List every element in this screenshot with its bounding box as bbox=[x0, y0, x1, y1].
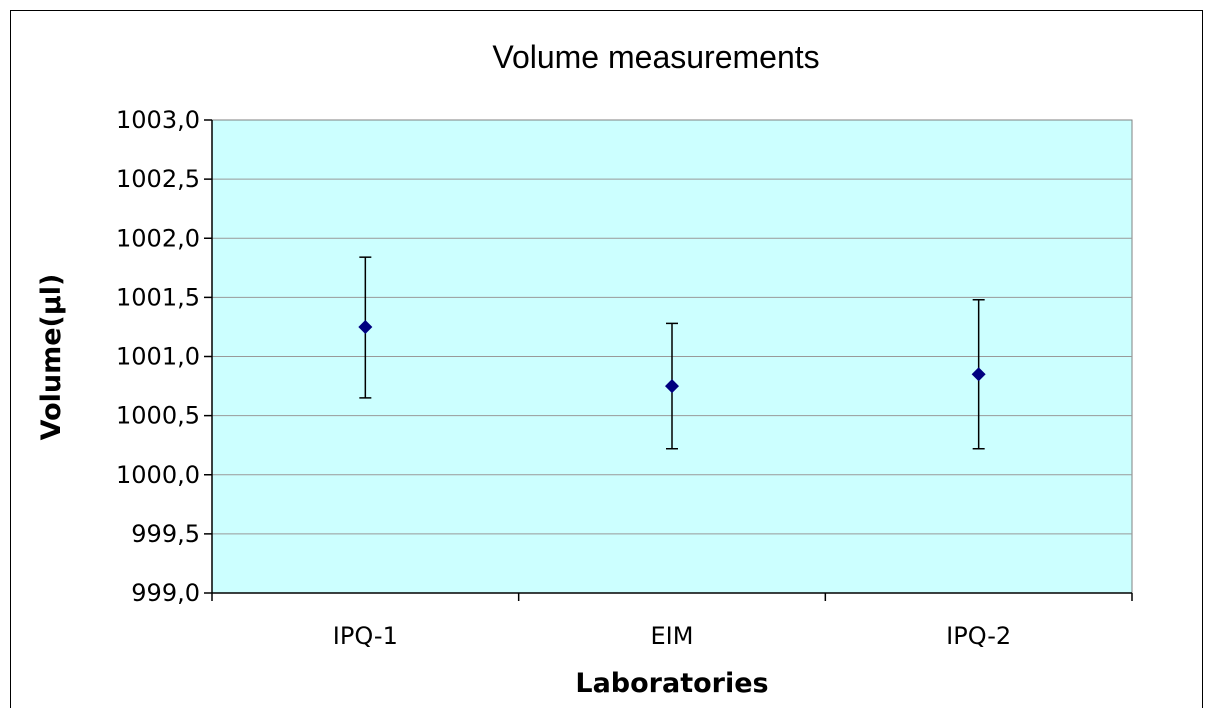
y-axis-title: Volume(µl) bbox=[36, 274, 67, 441]
y-tick-label: 1002,0 bbox=[116, 224, 200, 252]
y-tick-label: 999,0 bbox=[131, 579, 200, 607]
chart-title: Volume measurements bbox=[492, 39, 819, 75]
x-tick-label: EIM bbox=[651, 622, 694, 650]
y-tick-label: 1001,0 bbox=[116, 343, 200, 371]
data-point bbox=[358, 319, 373, 334]
x-axis-ticks: IPQ-1 EIM IPQ-2 bbox=[211, 593, 1133, 650]
y-axis-ticks: 999,0 999,5 1000,0 1000,5 1001,0 1001,5 1002,0… bbox=[116, 106, 212, 607]
y-tick-label: 1000,0 bbox=[116, 461, 200, 489]
y-tick-label: 999,5 bbox=[131, 520, 200, 548]
y-tick-label: 1003,0 bbox=[116, 106, 200, 134]
data-point bbox=[971, 367, 986, 382]
x-tick-label: IPQ-1 bbox=[333, 622, 398, 650]
y-tick-label: 1002,5 bbox=[116, 165, 200, 193]
data-point bbox=[665, 379, 679, 394]
y-tick-label: 1001,5 bbox=[116, 283, 200, 311]
x-tick-label: IPQ-2 bbox=[946, 622, 1011, 650]
data-points bbox=[358, 319, 986, 394]
x-axis-title: Laboratories bbox=[575, 668, 768, 699]
y-tick-label: 1000,5 bbox=[116, 402, 200, 430]
